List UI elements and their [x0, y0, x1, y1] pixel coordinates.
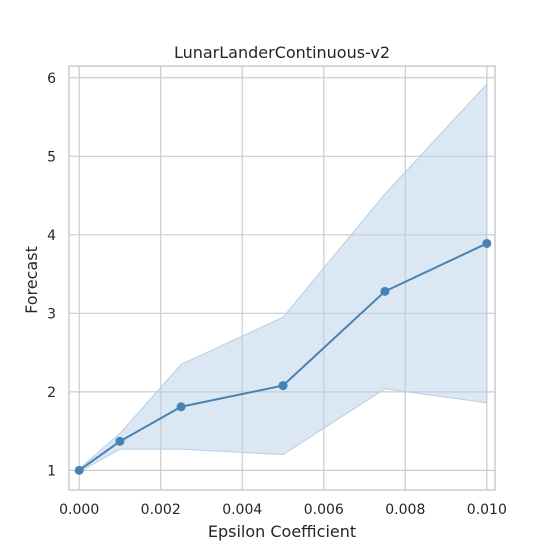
x-axis-label: Epsilon Coefficient: [208, 522, 356, 541]
y-tick-labels: 1 2 3 4 5 6: [47, 71, 56, 480]
data-points: [74, 238, 492, 475]
x-tick-labels: 0.000 0.002 0.004 0.006 0.008 0.010: [59, 502, 507, 518]
data-point-2: [176, 402, 186, 412]
confidence-band-layer: [78, 82, 488, 473]
x-tick-label-2: 0.004: [222, 502, 262, 518]
data-point-5: [482, 238, 492, 248]
y-tick-label-1: 2: [47, 385, 56, 401]
y-tick-label-5: 6: [47, 71, 56, 87]
series-line-0: [78, 242, 488, 472]
y-tick-label-3: 4: [47, 228, 56, 244]
data-point-3: [278, 381, 288, 391]
data-point-1: [115, 436, 125, 446]
series-line-layer: [78, 242, 488, 472]
plot-frame: [68, 65, 496, 491]
y-axis-label: Forecast: [22, 246, 41, 314]
data-point-0: [74, 465, 84, 475]
y-tick-label-0: 1: [47, 463, 56, 479]
x-tick-label-1: 0.002: [141, 502, 181, 518]
y-tick-label-2: 3: [47, 306, 56, 322]
chart-title: LunarLanderContinuous-v2: [174, 43, 390, 62]
data-point-4: [380, 286, 390, 296]
confidence-band-0: [78, 82, 488, 473]
x-tick-label-0: 0.000: [59, 502, 99, 518]
x-tick-label-4: 0.008: [385, 502, 425, 518]
y-tick-label-4: 5: [47, 149, 56, 165]
x-tick-label-3: 0.006: [304, 502, 344, 518]
x-tick-label-5: 0.010: [467, 502, 507, 518]
